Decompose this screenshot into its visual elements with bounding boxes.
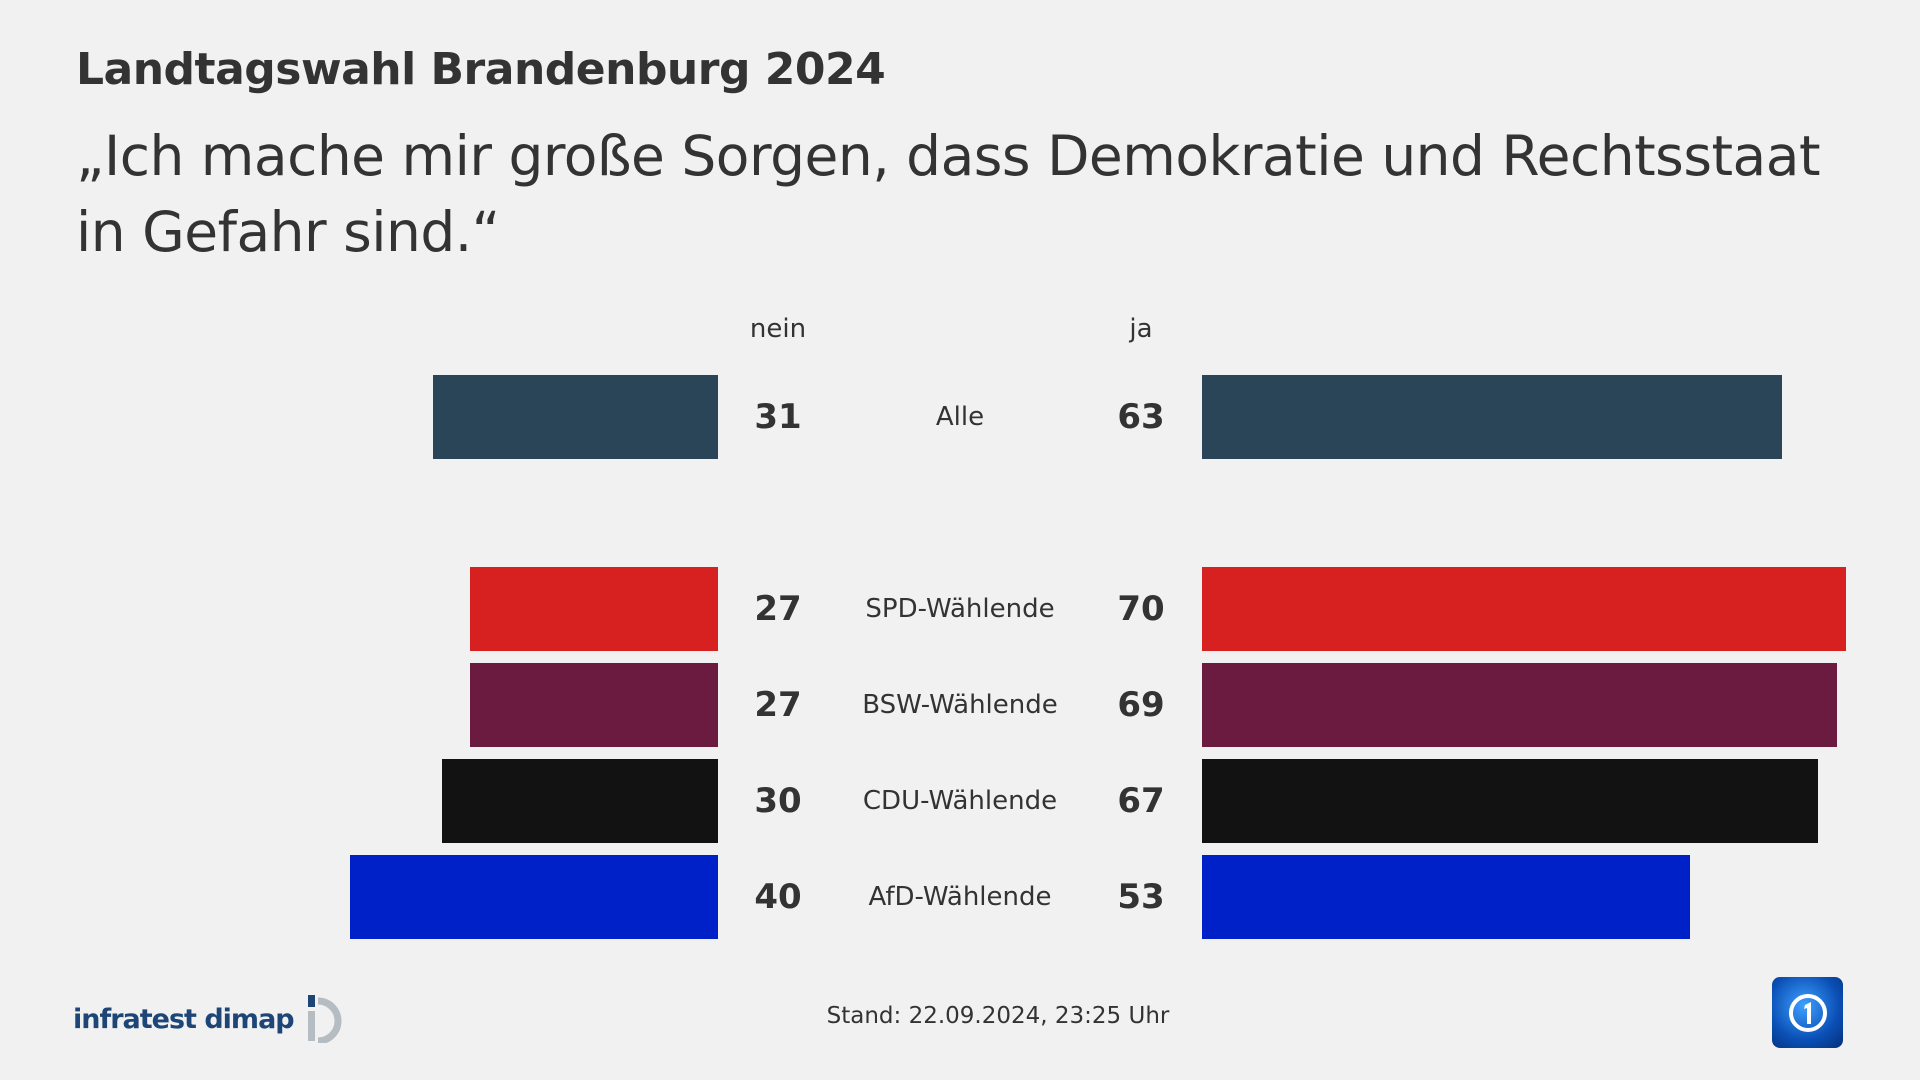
infratest-logo-icon — [307, 995, 342, 1043]
infratest-dimap-wordmark: infratest dimap — [73, 1003, 295, 1035]
bar-nein — [442, 759, 718, 843]
bar-ja — [1202, 759, 1819, 843]
value-label-nein: 27 — [754, 589, 802, 629]
bar-nein — [350, 855, 718, 939]
bar-ja — [1202, 855, 1690, 939]
bar-nein — [469, 663, 718, 747]
category-label: CDU-Wählende — [862, 786, 1058, 816]
category-label: SPD-Wählende — [865, 594, 1055, 624]
chart-title: Landtagswahl Brandenburg 2024 — [76, 44, 886, 95]
value-label-nein: 30 — [754, 781, 802, 821]
value-label-nein: 27 — [754, 685, 802, 725]
value-label-ja: 69 — [1117, 685, 1165, 725]
chart-subtitle: „Ich mache mir große Sorgen, dass Demokr… — [76, 124, 1821, 264]
timestamp: Stand: 22.09.2024, 23:25 Uhr — [826, 1003, 1170, 1029]
value-label-ja: 70 — [1117, 589, 1165, 629]
value-label-ja: 53 — [1117, 877, 1165, 917]
bar-ja — [1202, 567, 1846, 651]
value-label-nein: 40 — [754, 877, 802, 917]
column-header-ja: ja — [1129, 314, 1153, 344]
value-label-ja: 63 — [1117, 397, 1165, 437]
infratest-dimap-logo: infratest dimap — [73, 995, 350, 1043]
category-label: Alle — [935, 402, 985, 432]
ard-logo — [1772, 977, 1843, 1048]
bar-ja — [1202, 663, 1837, 747]
bar-ja — [1202, 375, 1782, 459]
bar-nein — [432, 375, 718, 459]
value-label-nein: 31 — [754, 397, 802, 437]
value-label-ja: 67 — [1117, 781, 1165, 821]
column-header-nein: nein — [749, 314, 807, 344]
category-label: BSW-Wählende — [862, 690, 1058, 720]
bar-nein — [469, 567, 718, 651]
category-label: AfD-Wählende — [868, 882, 1052, 912]
ard-one-icon — [1788, 993, 1827, 1032]
